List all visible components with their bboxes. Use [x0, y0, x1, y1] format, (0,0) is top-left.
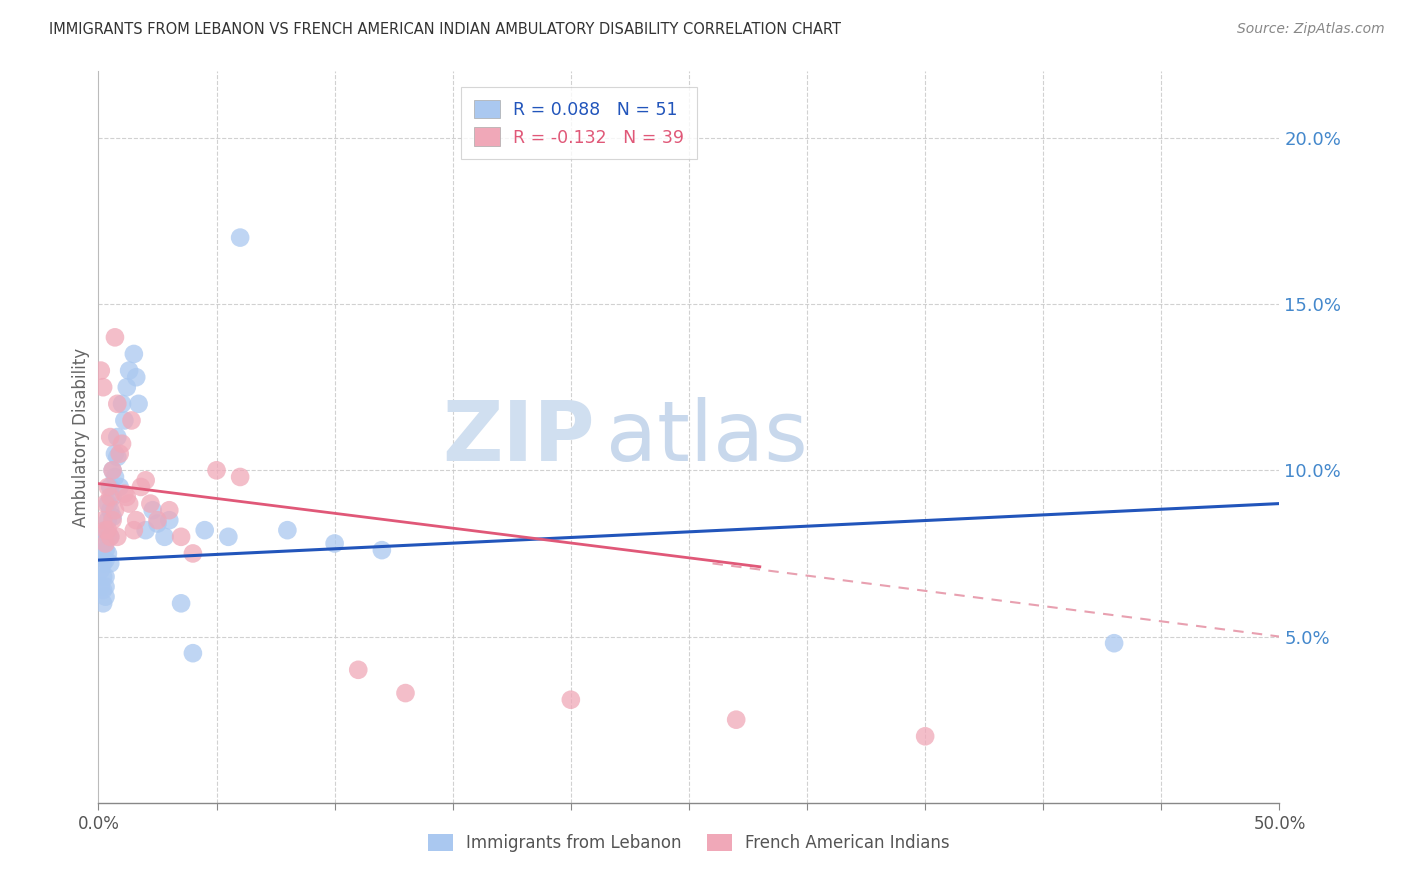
Point: [94, 523, 117, 537]
Point: [323, 536, 346, 550]
Point: [112, 486, 135, 500]
Point: [725, 713, 748, 727]
Point: [91, 513, 114, 527]
Point: [914, 729, 936, 743]
Point: [97, 513, 120, 527]
Point: [104, 470, 127, 484]
Point: [108, 447, 131, 461]
Point: [371, 543, 394, 558]
Point: [90, 563, 112, 577]
Point: [125, 370, 148, 384]
Point: [90, 363, 112, 377]
Point: [94, 590, 117, 604]
Point: [560, 692, 582, 706]
Point: [394, 686, 416, 700]
Point: [97, 480, 120, 494]
Point: [98, 557, 121, 571]
Point: [105, 397, 128, 411]
Point: [91, 582, 114, 597]
Point: [112, 413, 135, 427]
Text: IMMIGRANTS FROM LEBANON VS FRENCH AMERICAN INDIAN AMBULATORY DISABILITY CORRELAT: IMMIGRANTS FROM LEBANON VS FRENCH AMERIC…: [49, 22, 841, 37]
Point: [104, 503, 127, 517]
Point: [157, 503, 180, 517]
Text: atlas: atlas: [606, 397, 808, 477]
Point: [194, 523, 217, 537]
Point: [170, 596, 193, 610]
Text: Source: ZipAtlas.com: Source: ZipAtlas.com: [1237, 22, 1385, 37]
Point: [170, 530, 193, 544]
Point: [128, 397, 150, 411]
Point: [98, 430, 121, 444]
Point: [276, 523, 298, 537]
Point: [135, 523, 157, 537]
Point: [91, 557, 114, 571]
Point: [108, 480, 131, 494]
Point: [153, 530, 176, 544]
Point: [115, 490, 138, 504]
Point: [347, 663, 370, 677]
Point: [146, 513, 169, 527]
Point: [91, 596, 114, 610]
Point: [142, 503, 165, 517]
Point: [98, 480, 121, 494]
Point: [97, 523, 120, 537]
Point: [98, 530, 121, 544]
Point: [97, 497, 120, 511]
Point: [101, 463, 124, 477]
Point: [181, 546, 204, 560]
Point: [157, 513, 180, 527]
Point: [94, 570, 117, 584]
Point: [122, 347, 145, 361]
Point: [90, 546, 112, 560]
Point: [101, 463, 124, 477]
Point: [229, 470, 252, 484]
Point: [98, 530, 121, 544]
Point: [105, 430, 128, 444]
Text: ZIP: ZIP: [441, 397, 595, 477]
Point: [94, 536, 117, 550]
Point: [205, 463, 228, 477]
Point: [111, 397, 134, 411]
Point: [118, 497, 141, 511]
Point: [135, 473, 157, 487]
Y-axis label: Ambulatory Disability: Ambulatory Disability: [72, 348, 90, 526]
Point: [97, 530, 120, 544]
Point: [1102, 636, 1125, 650]
Point: [94, 553, 117, 567]
Point: [105, 530, 128, 544]
Point: [90, 580, 112, 594]
Point: [94, 580, 117, 594]
Legend: Immigrants from Lebanon, French American Indians: Immigrants from Lebanon, French American…: [420, 825, 957, 860]
Point: [104, 447, 127, 461]
Point: [122, 523, 145, 537]
Point: [94, 543, 117, 558]
Point: [94, 497, 117, 511]
Point: [139, 497, 162, 511]
Point: [121, 413, 143, 427]
Point: [98, 503, 121, 517]
Point: [101, 509, 124, 524]
Point: [111, 436, 134, 450]
Point: [91, 536, 114, 550]
Point: [101, 513, 124, 527]
Point: [217, 530, 239, 544]
Point: [91, 380, 114, 394]
Point: [97, 546, 120, 560]
Point: [105, 450, 128, 464]
Point: [125, 513, 148, 527]
Point: [181, 646, 204, 660]
Point: [98, 490, 121, 504]
Point: [94, 523, 117, 537]
Point: [129, 480, 152, 494]
Point: [146, 516, 169, 531]
Point: [91, 570, 114, 584]
Point: [101, 490, 124, 504]
Point: [104, 330, 127, 344]
Point: [118, 363, 141, 377]
Point: [229, 230, 252, 244]
Point: [115, 380, 138, 394]
